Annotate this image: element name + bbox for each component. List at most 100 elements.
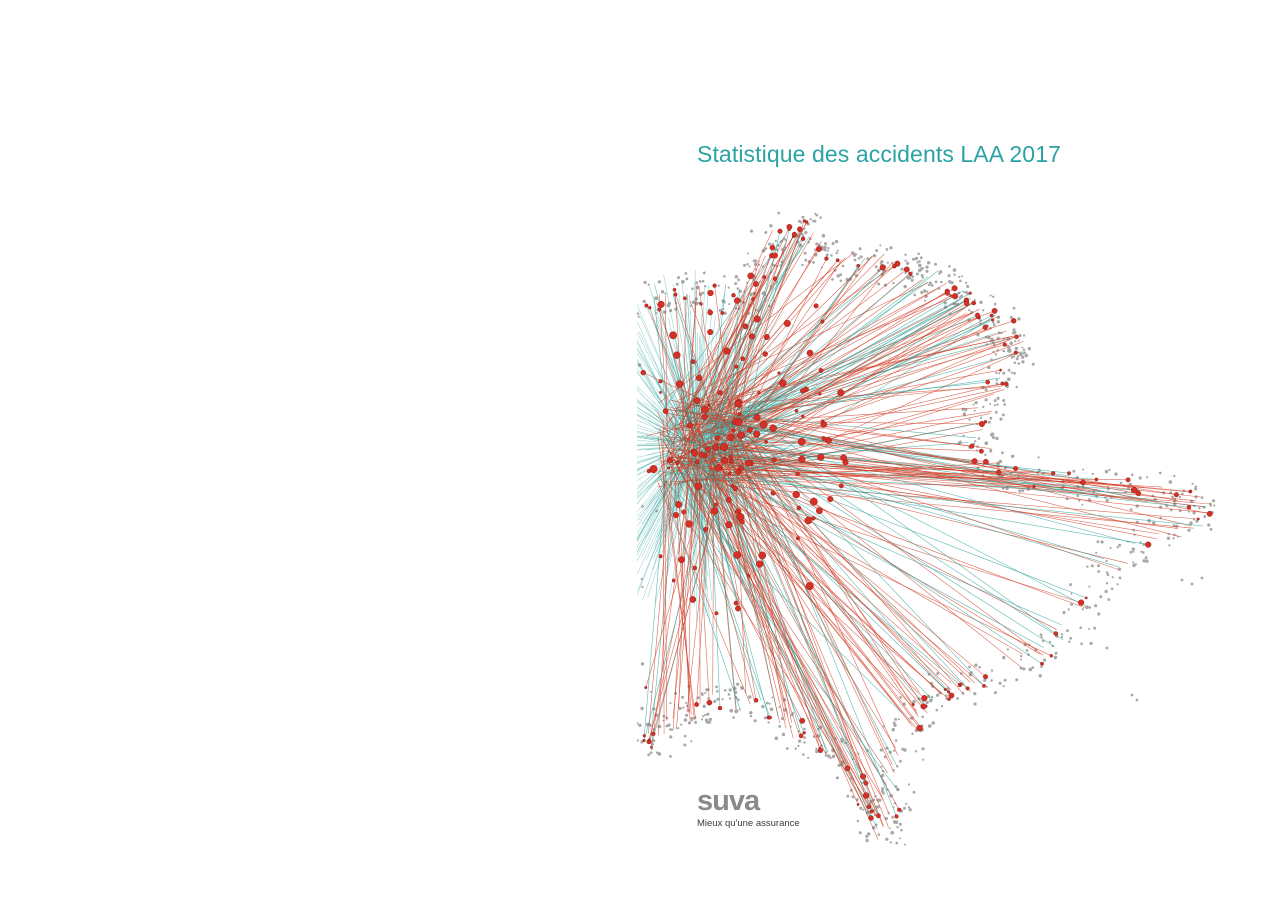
grey-dot (774, 736, 779, 741)
accident-node (710, 507, 719, 515)
accident-node (983, 674, 989, 680)
accident-node (795, 536, 800, 541)
grey-dot (1146, 476, 1149, 479)
connection-line (700, 418, 1159, 502)
grey-dot (700, 718, 704, 721)
connection-line (665, 295, 668, 427)
accident-node (911, 703, 915, 706)
grey-dot (1192, 511, 1196, 515)
grey-dot (1145, 559, 1149, 563)
grey-dot (921, 276, 924, 279)
grey-dot (892, 820, 897, 824)
grey-dot (669, 702, 672, 705)
grey-dot (1203, 514, 1206, 517)
grey-dot (996, 403, 999, 406)
grey-dot (961, 275, 963, 278)
connection-line (696, 229, 801, 437)
grey-dot (1132, 561, 1135, 564)
grey-dot (999, 417, 1003, 421)
grey-dot (1117, 567, 1122, 571)
grey-dot (1043, 658, 1047, 662)
accident-node (649, 745, 653, 749)
accident-node (762, 351, 768, 357)
connection-line (654, 475, 683, 547)
grey-dot (904, 253, 907, 256)
connection-line (720, 407, 985, 687)
grey-dot (879, 244, 882, 247)
grey-dot (947, 274, 951, 278)
connection-line (637, 444, 686, 447)
grey-dot (837, 763, 841, 767)
grey-dot (959, 672, 963, 675)
connection-line (732, 478, 1044, 648)
grey-dot (983, 678, 987, 682)
accident-node (644, 303, 649, 308)
grey-dot (1159, 471, 1162, 475)
grey-dot (854, 274, 858, 278)
connection-line (731, 413, 972, 447)
grey-dot (1017, 339, 1020, 342)
connection-line (720, 423, 968, 689)
grey-dot (1132, 550, 1135, 553)
grey-dot (769, 707, 774, 712)
connection-line (733, 466, 885, 827)
grey-dot (930, 284, 934, 287)
grey-dot (1105, 582, 1109, 585)
accident-node (657, 307, 662, 312)
accident-node (690, 359, 696, 365)
connection-line (668, 263, 898, 421)
grey-dot (918, 263, 922, 268)
accident-node (745, 459, 752, 467)
grey-dot (994, 353, 998, 356)
grey-dot (956, 697, 959, 700)
accident-node (815, 507, 823, 515)
connection-line (688, 446, 805, 734)
accident-node (975, 312, 981, 318)
grey-dot (667, 723, 671, 727)
grey-dot (1072, 469, 1076, 473)
connection-line (643, 456, 720, 741)
grey-dot (637, 739, 639, 742)
accident-node (820, 419, 825, 423)
accident-node (735, 418, 743, 427)
connection-line (667, 437, 867, 784)
grey-dot (647, 753, 651, 757)
grey-dot (892, 281, 895, 285)
grey-dot (678, 706, 682, 711)
connection-line (714, 459, 757, 701)
connection-line (674, 298, 754, 485)
grey-dot (1019, 352, 1023, 357)
grey-dot (989, 294, 992, 297)
accident-node (951, 293, 959, 300)
grey-dot (804, 230, 808, 235)
accident-node (860, 773, 867, 780)
grey-dot (974, 663, 978, 667)
grey-dot (1002, 655, 1006, 660)
accident-node (802, 219, 807, 223)
accident-node (739, 519, 745, 525)
grey-dot (737, 698, 740, 702)
accident-node (948, 692, 955, 699)
grey-dot (931, 721, 935, 725)
grey-dot (713, 699, 717, 704)
grey-dot (877, 268, 881, 273)
grey-dot (1013, 371, 1016, 375)
accident-node (1000, 381, 1005, 386)
grey-dot (880, 260, 884, 264)
grey-dot (813, 219, 817, 223)
grey-dot (771, 696, 774, 699)
grey-dot (747, 252, 750, 255)
accident-node (786, 223, 793, 230)
cover-title: Statistique des accidents LAA 2017 (697, 141, 1061, 167)
grey-dot (879, 748, 883, 752)
grey-dot (914, 256, 919, 261)
accident-node (747, 272, 754, 280)
connection-line (663, 479, 689, 593)
accident-node (714, 435, 720, 441)
grey-dot (935, 708, 939, 712)
grey-dot (1024, 353, 1029, 358)
accident-node (729, 458, 734, 464)
accident-node (805, 582, 814, 591)
grey-dot (998, 681, 1002, 685)
